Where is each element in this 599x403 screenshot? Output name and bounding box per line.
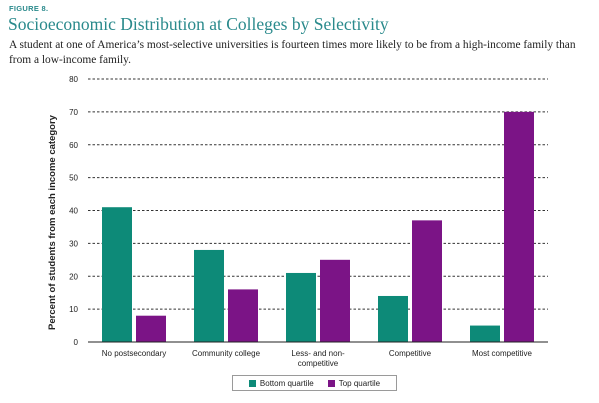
legend-label-top-quartile: Top quartile xyxy=(338,378,381,388)
y-tick-label: 70 xyxy=(69,108,78,117)
x-tick-label: Less- and non- xyxy=(291,349,345,358)
x-tick-label: Competitive xyxy=(389,349,432,358)
figure-label: FIGURE 8. xyxy=(9,4,49,13)
y-axis-label: Percent of students from each income cat… xyxy=(47,114,58,330)
bar-bottom-quartile xyxy=(286,272,316,342)
bar-bottom-quartile xyxy=(102,207,132,342)
y-tick-label: 50 xyxy=(69,174,78,183)
chart-title: Socioeconomic Distribution at Colleges b… xyxy=(8,14,389,34)
bar-top-quartile xyxy=(504,111,534,342)
legend-item-bottom-quartile: Bottom quartile xyxy=(248,378,314,388)
y-tick-label: 0 xyxy=(74,338,79,347)
legend-swatch-bottom-quartile xyxy=(248,379,256,387)
x-tick-label: Most competitive xyxy=(472,349,533,358)
legend-swatch-top-quartile xyxy=(327,379,335,387)
x-tick-label: competitive xyxy=(298,359,339,368)
bar-top-quartile xyxy=(228,289,258,342)
chart-subtitle: A student at one of America’s most-selec… xyxy=(9,39,576,66)
x-tick-label: No postsecondary xyxy=(102,349,166,358)
legend-label-bottom-quartile: Bottom quartile xyxy=(259,378,314,388)
bar-top-quartile xyxy=(136,315,166,342)
y-tick-label: 80 xyxy=(69,75,78,84)
bar-top-quartile xyxy=(320,259,350,342)
bar-bottom-quartile xyxy=(378,295,408,342)
y-tick-label: 30 xyxy=(69,239,78,248)
y-tick-label: 20 xyxy=(69,272,78,281)
x-tick-label: Community college xyxy=(192,349,261,358)
bar-bottom-quartile xyxy=(470,325,500,342)
y-tick-label: 60 xyxy=(69,141,78,150)
legend-item-top-quartile: Top quartile xyxy=(327,378,381,388)
chart-legend: Bottom quartile Top quartile xyxy=(232,375,397,391)
y-tick-label: 40 xyxy=(69,207,78,216)
bar-bottom-quartile xyxy=(194,249,224,342)
y-tick-label: 10 xyxy=(69,305,78,314)
bar-top-quartile xyxy=(412,220,442,342)
